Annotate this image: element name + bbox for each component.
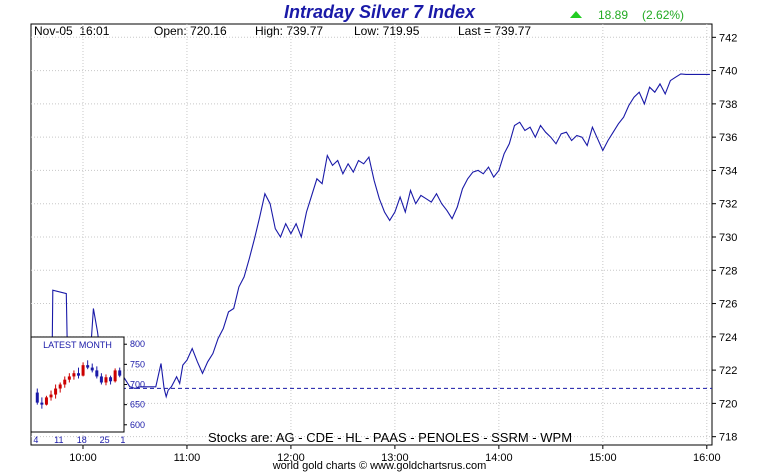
inset-candle-body bbox=[90, 367, 94, 371]
inset-candle-body bbox=[86, 365, 90, 368]
high-label: High: 739.77 bbox=[255, 24, 324, 38]
low-label: Low: 719.95 bbox=[354, 24, 420, 38]
x-tick-label: 14:00 bbox=[485, 452, 513, 464]
inset-x-tick-label: 25 bbox=[100, 435, 110, 445]
inset-candle-body bbox=[95, 370, 99, 377]
price-series-line bbox=[31, 73, 710, 399]
x-tick-label: 16:00 bbox=[693, 452, 721, 464]
up-arrow-icon bbox=[570, 11, 582, 18]
y-tick-label: 724 bbox=[719, 332, 737, 344]
change-percent: (2.62%) bbox=[642, 8, 685, 22]
inset-y-tick-label: 600 bbox=[130, 420, 145, 430]
plot-frame bbox=[30, 23, 713, 446]
inset-candle-body bbox=[72, 373, 76, 377]
inset-y-tick-label: 750 bbox=[130, 359, 145, 369]
y-tick-label: 728 bbox=[719, 265, 737, 277]
x-tick-label: 15:00 bbox=[589, 452, 617, 464]
y-tick-label: 730 bbox=[719, 232, 737, 244]
inset-candle-body bbox=[35, 392, 39, 403]
inset-y-tick-label: 650 bbox=[130, 400, 145, 410]
inset-candle-body bbox=[63, 379, 67, 385]
inset-candle-body bbox=[67, 376, 71, 380]
inset-x-tick-label: 18 bbox=[77, 435, 87, 445]
last-label: Last = 739.77 bbox=[458, 24, 532, 38]
open-label: Open: 720.16 bbox=[154, 24, 227, 38]
inset-candle-body bbox=[81, 365, 85, 376]
inset-x-tick-label: 11 bbox=[54, 435, 63, 445]
change-value: 18.89 bbox=[598, 8, 629, 22]
stocks-label: Stocks are: AG - CDE - HL - PAAS - PENOL… bbox=[208, 430, 572, 445]
footer-credit: world gold charts © www.goldchartsrus.co… bbox=[272, 460, 487, 472]
y-tick-label: 718 bbox=[719, 432, 737, 444]
inset-y-tick-label: 700 bbox=[130, 380, 145, 390]
inset-x-tick-label: 1 bbox=[120, 435, 125, 445]
inset-x-tick-label: 4 bbox=[33, 435, 38, 445]
inset-candle-body bbox=[118, 370, 122, 376]
inset-candle-body bbox=[77, 373, 80, 376]
inset-candle-body bbox=[99, 376, 103, 383]
datetime-label: Nov-05 16:01 bbox=[34, 24, 110, 38]
y-tick-label: 722 bbox=[719, 365, 737, 377]
inset-candle-body bbox=[40, 402, 44, 405]
x-tick-label: 12:00 bbox=[277, 452, 305, 464]
y-tick-label: 726 bbox=[719, 299, 737, 311]
inset-candle-body bbox=[113, 370, 117, 382]
inset-candle-body bbox=[58, 384, 62, 389]
y-tick-label: 740 bbox=[719, 66, 737, 78]
inset-frame bbox=[30, 336, 125, 433]
inset-candle-body bbox=[104, 377, 108, 383]
inset-candle-body bbox=[54, 388, 58, 395]
x-tick-label: 10:00 bbox=[69, 452, 97, 464]
inset-candle-body bbox=[109, 377, 113, 382]
y-tick-label: 734 bbox=[719, 165, 737, 177]
latest-month-inset: LATEST MONTH 800 750 700 650 600 4 11 18 25 1 bbox=[30, 336, 145, 445]
inset-title: LATEST MONTH bbox=[43, 340, 112, 350]
inset-candle-body bbox=[49, 394, 53, 398]
change-readout: 18.89 (2.62%) bbox=[570, 8, 684, 22]
inset-candle-body bbox=[44, 397, 48, 405]
x-tick-label: 11:00 bbox=[174, 452, 201, 464]
line-layer bbox=[31, 73, 712, 399]
y-tick-label: 742 bbox=[719, 32, 737, 44]
axis-layer: 718 720 722 724 726 728 730 732 734 736 738 740 742 1… bbox=[69, 32, 737, 464]
y-tick-label: 736 bbox=[719, 132, 737, 144]
y-tick-label: 738 bbox=[719, 99, 737, 111]
y-tick-label: 732 bbox=[719, 199, 737, 211]
inset-y-tick-label: 800 bbox=[130, 339, 145, 349]
y-tick-label: 720 bbox=[719, 398, 737, 410]
chart-title: Intraday Silver 7 Index bbox=[283, 2, 476, 22]
x-tick-label: 13:00 bbox=[381, 452, 409, 464]
